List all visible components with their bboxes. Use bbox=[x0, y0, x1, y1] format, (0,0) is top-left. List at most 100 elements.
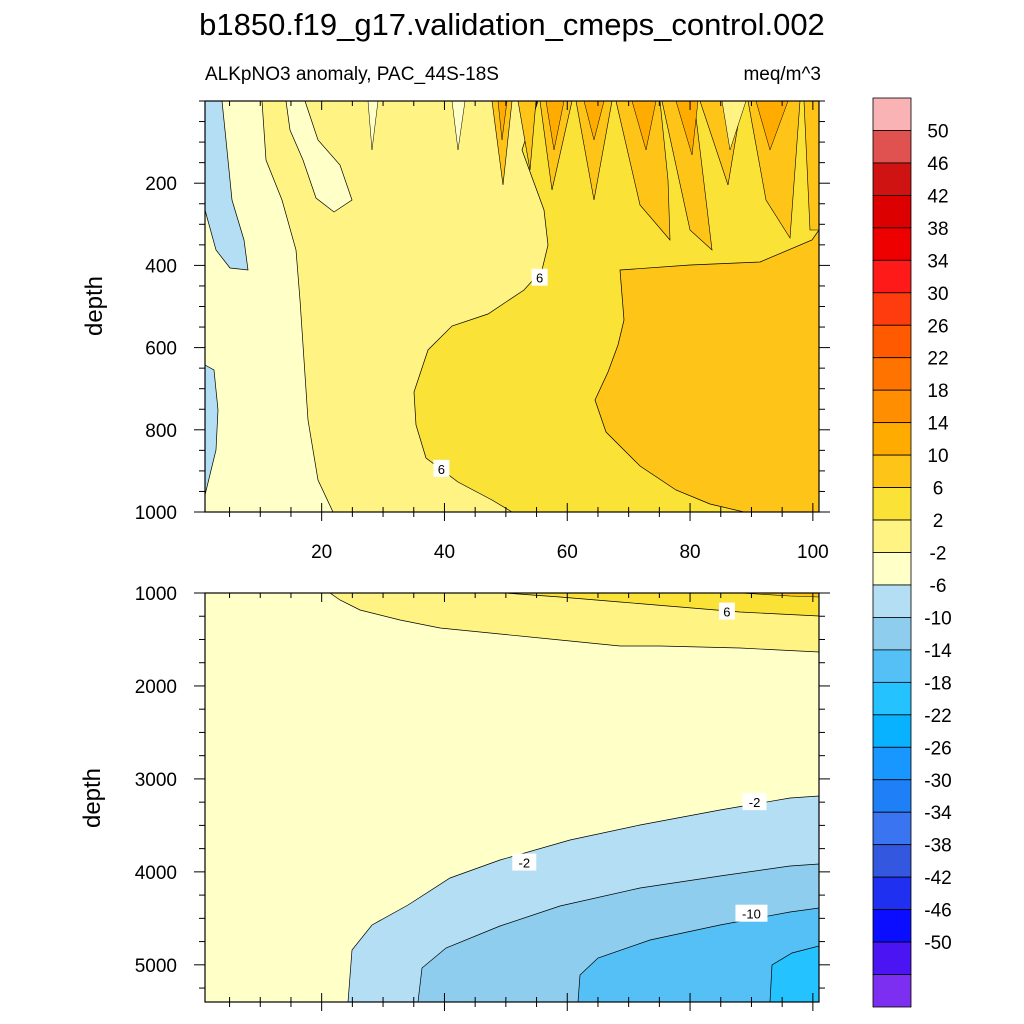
streak-core bbox=[631, 101, 657, 151]
colorbar-swatch bbox=[872, 811, 912, 846]
figure-title: b1850.f19_g17.validation_cmeps_control.0… bbox=[199, 7, 825, 42]
colorbar-swatch bbox=[872, 227, 912, 261]
contour-label-box bbox=[512, 853, 537, 871]
streak-light bbox=[367, 101, 379, 151]
colorbar-swatch bbox=[872, 844, 912, 878]
contour-label: -2 bbox=[518, 856, 530, 871]
streak bbox=[491, 101, 513, 186]
y-tick-label: 1000 bbox=[135, 503, 177, 524]
colorbar-swatch bbox=[872, 649, 912, 683]
streak bbox=[803, 101, 819, 231]
colorbar-swatch bbox=[872, 714, 912, 748]
streak bbox=[615, 101, 671, 241]
colorbar-label: 46 bbox=[927, 154, 948, 175]
field-minus18-to-minus14 bbox=[769, 945, 819, 1002]
colorbar-swatch bbox=[872, 681, 912, 716]
field-minus6-to-minus2-left bbox=[205, 364, 219, 496]
field-10-to-14-core bbox=[594, 229, 819, 512]
streak bbox=[517, 101, 537, 171]
y-tick-label: 400 bbox=[145, 256, 177, 277]
lower-y-axis-label: depth bbox=[79, 768, 106, 828]
colorbar-label: 38 bbox=[927, 219, 948, 240]
colorbar-swatch bbox=[872, 746, 912, 781]
y-tick-label: 600 bbox=[145, 339, 177, 360]
colorbar-swatch bbox=[872, 909, 912, 943]
colorbar-swatch bbox=[872, 454, 912, 488]
contour-label: 6 bbox=[536, 271, 543, 286]
contour-label-box bbox=[742, 793, 767, 811]
field-10-to-14 bbox=[739, 593, 819, 598]
colorbar-swatch bbox=[872, 97, 912, 131]
y-tick-label: 200 bbox=[145, 174, 177, 195]
colorbar: 50 46 42 38 34 30 26 22 18 14 10 6 2 -2 -6 -10 -14 -18 -22… bbox=[872, 97, 952, 1008]
colorbar-label: -6 bbox=[930, 576, 947, 597]
field-minus2-to-2 bbox=[205, 101, 334, 512]
colorbar-swatch bbox=[872, 259, 912, 294]
colorbar-label: 14 bbox=[927, 414, 949, 435]
contour-label: 6 bbox=[438, 462, 445, 477]
colorbar-swatch bbox=[872, 324, 912, 359]
y-tick-label: 4000 bbox=[135, 863, 177, 884]
colorbar-swatch bbox=[872, 552, 912, 586]
contour-label-box bbox=[531, 268, 548, 286]
units-label: meq/m^3 bbox=[743, 64, 821, 85]
colorbar-label: -34 bbox=[924, 803, 952, 824]
colorbar-swatch bbox=[872, 876, 912, 911]
y-tick-label: 800 bbox=[145, 421, 177, 442]
colorbar-label: 30 bbox=[927, 284, 948, 305]
colorbar-label: -50 bbox=[924, 933, 951, 954]
colorbar-label: -42 bbox=[924, 868, 951, 889]
colorbar-label: 42 bbox=[927, 186, 948, 207]
field-6-to-10 bbox=[504, 593, 819, 617]
contour-label: -2 bbox=[749, 795, 761, 810]
colorbar-swatch bbox=[872, 162, 912, 196]
colorbar-swatch bbox=[872, 617, 912, 651]
colorbar-swatch bbox=[872, 584, 912, 618]
colorbar-swatch bbox=[872, 487, 912, 521]
lower-ticks: 1000 2000 3000 4000 5000 bbox=[135, 584, 830, 1011]
upper-panel: 20 40 60 80 100 200 400 600 800 1000 depth bbox=[81, 100, 830, 563]
lower-plot-frame bbox=[204, 592, 820, 1003]
y-tick-label: 5000 bbox=[135, 956, 177, 977]
upper-panel-fields bbox=[205, 101, 819, 512]
streak-light bbox=[721, 101, 747, 151]
upper-ticks: 20 40 60 80 100 200 400 600 800 1000 bbox=[135, 100, 830, 563]
field-minus2-to-2-plume bbox=[285, 101, 353, 213]
colorbar-swatch bbox=[872, 941, 912, 975]
lower-panel: 1000 2000 3000 4000 5000 depth bbox=[79, 584, 830, 1011]
y-tick-label: 2000 bbox=[135, 677, 177, 698]
streak-core bbox=[583, 101, 605, 141]
streak-light bbox=[451, 101, 466, 151]
colorbar-swatch bbox=[872, 519, 912, 553]
streak-core bbox=[755, 101, 789, 151]
x-tick-label: 40 bbox=[434, 542, 455, 563]
colorbar-swatch bbox=[872, 422, 912, 456]
colorbar-label: -22 bbox=[924, 706, 951, 727]
contour-label-box bbox=[735, 904, 768, 922]
colorbar-swatch bbox=[872, 779, 912, 813]
colorbar-label: 2 bbox=[933, 511, 944, 532]
upper-y-axis-label: depth bbox=[81, 276, 108, 336]
y-tick-label: 1000 bbox=[135, 584, 177, 605]
colorbar-swatch bbox=[872, 389, 912, 424]
colorbar-label: 34 bbox=[927, 251, 949, 272]
colorbar-label: -2 bbox=[930, 544, 947, 565]
contour-label-box bbox=[433, 459, 450, 477]
colorbar-label: 26 bbox=[927, 316, 948, 337]
colorbar-swatch bbox=[872, 357, 912, 391]
panel-subtitle: ALKpNO3 anomaly, PAC_44S-18S bbox=[205, 64, 499, 85]
colorbar-label: 10 bbox=[927, 446, 948, 467]
streak bbox=[539, 101, 573, 191]
colorbar-label: -26 bbox=[924, 738, 951, 759]
x-tick-label: 60 bbox=[557, 542, 578, 563]
contour-label-box bbox=[718, 602, 735, 620]
contour-label: 6 bbox=[723, 605, 730, 620]
colorbar-swatch bbox=[872, 292, 912, 326]
colorbar-label: 6 bbox=[933, 479, 944, 500]
streak-core bbox=[497, 101, 508, 141]
colorbar-label: 22 bbox=[927, 349, 948, 370]
colorbar-label: -30 bbox=[924, 771, 951, 792]
field-minus14-to-minus10 bbox=[577, 907, 819, 1002]
colorbar-swatch bbox=[872, 974, 912, 1008]
lower-panel-fields bbox=[205, 593, 819, 1002]
